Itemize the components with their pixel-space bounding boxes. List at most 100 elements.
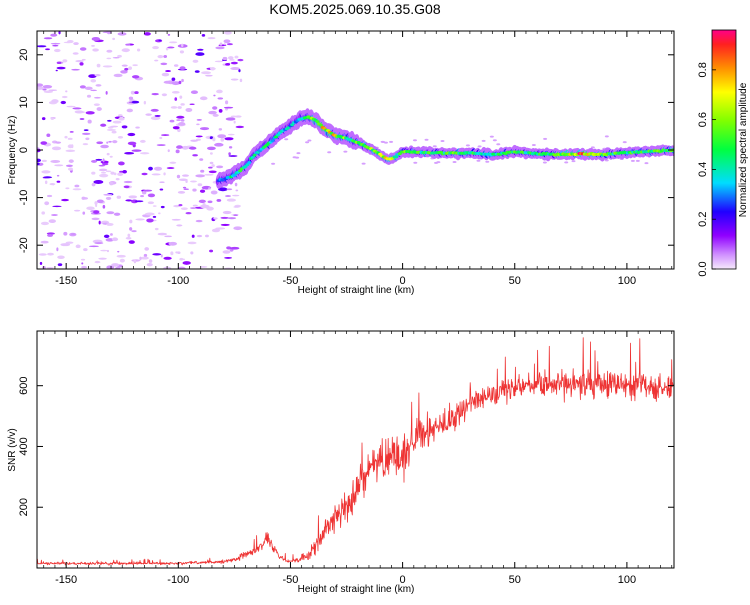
noise-speckle <box>87 119 92 124</box>
noise-speckle <box>163 80 172 84</box>
noise-speckle <box>48 219 56 224</box>
noise-speckle <box>54 48 61 53</box>
noise-speckle <box>100 160 109 164</box>
noise-speckle <box>531 144 536 147</box>
noise-speckle <box>228 152 231 156</box>
noise-speckle <box>136 48 141 52</box>
noise-speckle <box>159 181 165 184</box>
noise-speckle <box>185 179 188 183</box>
noise-speckle <box>52 44 59 47</box>
noise-speckle <box>106 57 112 60</box>
noise-speckle <box>224 195 232 198</box>
colorbar-tick-label: 0.8 <box>697 62 709 77</box>
noise-speckle <box>178 80 182 85</box>
noise-speckle <box>47 252 54 256</box>
noise-speckle <box>208 187 211 190</box>
noise-speckle <box>171 81 181 86</box>
noise-speckle <box>176 224 183 227</box>
noise-speckle <box>412 139 417 142</box>
noise-speckle <box>216 198 222 202</box>
snr-plot: -150 -100 -50 0 50 100 200 400 600 Height of str… <box>7 330 675 595</box>
noise-speckle <box>117 136 124 139</box>
noise-speckle <box>156 144 166 147</box>
noise-speckle <box>180 258 186 261</box>
noise-speckle <box>218 187 228 192</box>
snr-xtick-label: 50 <box>509 574 521 586</box>
noise-speckle <box>122 169 127 174</box>
noise-speckle <box>424 138 429 141</box>
noise-speckle <box>127 141 137 146</box>
noise-speckle <box>465 144 470 147</box>
noise-speckle <box>45 48 50 51</box>
noise-speckle <box>123 185 130 189</box>
noise-speckle <box>70 233 76 236</box>
noise-speckle <box>111 263 120 267</box>
noise-speckle <box>42 85 53 89</box>
noise-speckle <box>73 42 79 45</box>
noise-speckle <box>213 217 218 220</box>
noise-speckle <box>228 155 238 157</box>
noise-speckle <box>201 33 206 37</box>
noise-speckle <box>230 78 239 81</box>
noise-speckle <box>68 159 74 163</box>
noise-speckle <box>128 96 134 100</box>
noise-speckle <box>223 106 234 109</box>
noise-speckle <box>190 90 198 95</box>
noise-speckle <box>229 246 240 250</box>
noise-speckle <box>196 234 203 238</box>
noise-speckle <box>57 255 65 259</box>
noise-speckle <box>74 184 80 188</box>
noise-speckle <box>111 237 119 242</box>
noise-speckle <box>227 217 237 220</box>
noise-speckle <box>140 256 149 260</box>
noise-speckle <box>41 117 46 121</box>
noise-speckle <box>496 143 501 146</box>
noise-speckle <box>177 190 186 194</box>
noise-speckle <box>169 119 175 123</box>
noise-speckle <box>146 262 153 267</box>
noise-speckle <box>182 174 189 177</box>
noise-speckle <box>171 77 176 81</box>
noise-speckle <box>199 96 208 101</box>
noise-speckle <box>171 90 180 94</box>
noise-speckle <box>119 258 125 263</box>
noise-speckle <box>71 68 80 71</box>
noise-speckle <box>178 178 188 181</box>
colorbar-tick-label: 0.6 <box>697 112 709 127</box>
noise-speckle <box>226 246 232 250</box>
noise-speckle <box>196 118 202 121</box>
noise-speckle <box>197 183 203 187</box>
noise-speckle <box>82 143 89 146</box>
noise-speckle <box>75 60 84 63</box>
colorbar-ticks: 0.0 0.2 0.4 0.6 0.8 <box>697 62 716 277</box>
noise-speckle <box>179 50 185 54</box>
noise-speckle <box>128 195 138 199</box>
noise-speckle <box>305 141 310 144</box>
noise-speckle <box>233 226 243 231</box>
noise-speckle <box>176 174 181 179</box>
noise-speckle <box>86 206 95 211</box>
noise-speckle <box>144 212 155 216</box>
noise-speckle <box>102 31 113 34</box>
noise-speckle <box>170 106 178 109</box>
noise-speckle <box>43 176 53 179</box>
noise-speckle <box>63 231 68 236</box>
noise-speckle <box>225 117 236 121</box>
snr-ytick-label: 200 <box>18 498 30 516</box>
noise-speckle <box>96 107 102 111</box>
noise-speckle <box>209 152 213 155</box>
noise-speckle <box>91 182 96 187</box>
noise-speckle <box>75 244 81 249</box>
noise-speckle <box>227 133 235 136</box>
noise-speckle <box>144 247 150 251</box>
noise-speckle <box>234 55 239 59</box>
noise-speckle <box>57 263 63 267</box>
noise-speckle <box>135 218 145 221</box>
noise-speckle <box>177 106 182 109</box>
noise-speckle <box>83 248 88 252</box>
noise-speckle <box>74 110 84 114</box>
snr-series-line <box>37 337 674 566</box>
noise-speckle <box>37 162 40 166</box>
noise-speckle <box>95 84 102 87</box>
